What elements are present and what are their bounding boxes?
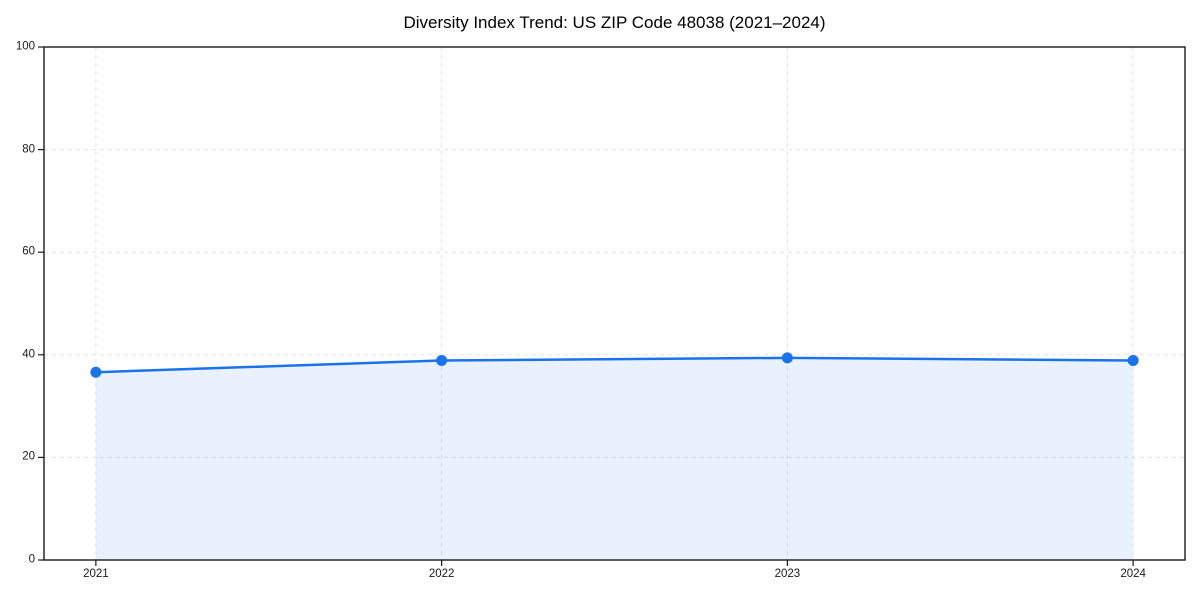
x-tick-label: 2023 bbox=[774, 568, 801, 580]
y-tick-label: 0 bbox=[28, 553, 35, 566]
trend-line bbox=[94, 356, 1135, 374]
y-tick-label: 60 bbox=[22, 245, 35, 258]
y-tick-label: 20 bbox=[22, 450, 35, 463]
chart-title: Diversity Index Trend: US ZIP Code 48038… bbox=[403, 13, 826, 32]
y-tick-label: 100 bbox=[15, 40, 35, 53]
area-fill bbox=[95, 357, 1134, 560]
x-tick-label: 2021 bbox=[83, 568, 109, 580]
data-point-marker bbox=[436, 354, 448, 366]
y-tick-label: 40 bbox=[22, 348, 35, 361]
data-point-marker bbox=[90, 366, 102, 378]
y-tick-label: 80 bbox=[22, 142, 35, 155]
plot-frame bbox=[43, 46, 1186, 561]
x-tick-label: 2022 bbox=[428, 568, 455, 580]
data-point-marker bbox=[1127, 354, 1139, 366]
x-tick-label: 2024 bbox=[1120, 568, 1146, 580]
plot-area bbox=[38, 46, 1186, 566]
data-point-marker bbox=[781, 352, 793, 364]
